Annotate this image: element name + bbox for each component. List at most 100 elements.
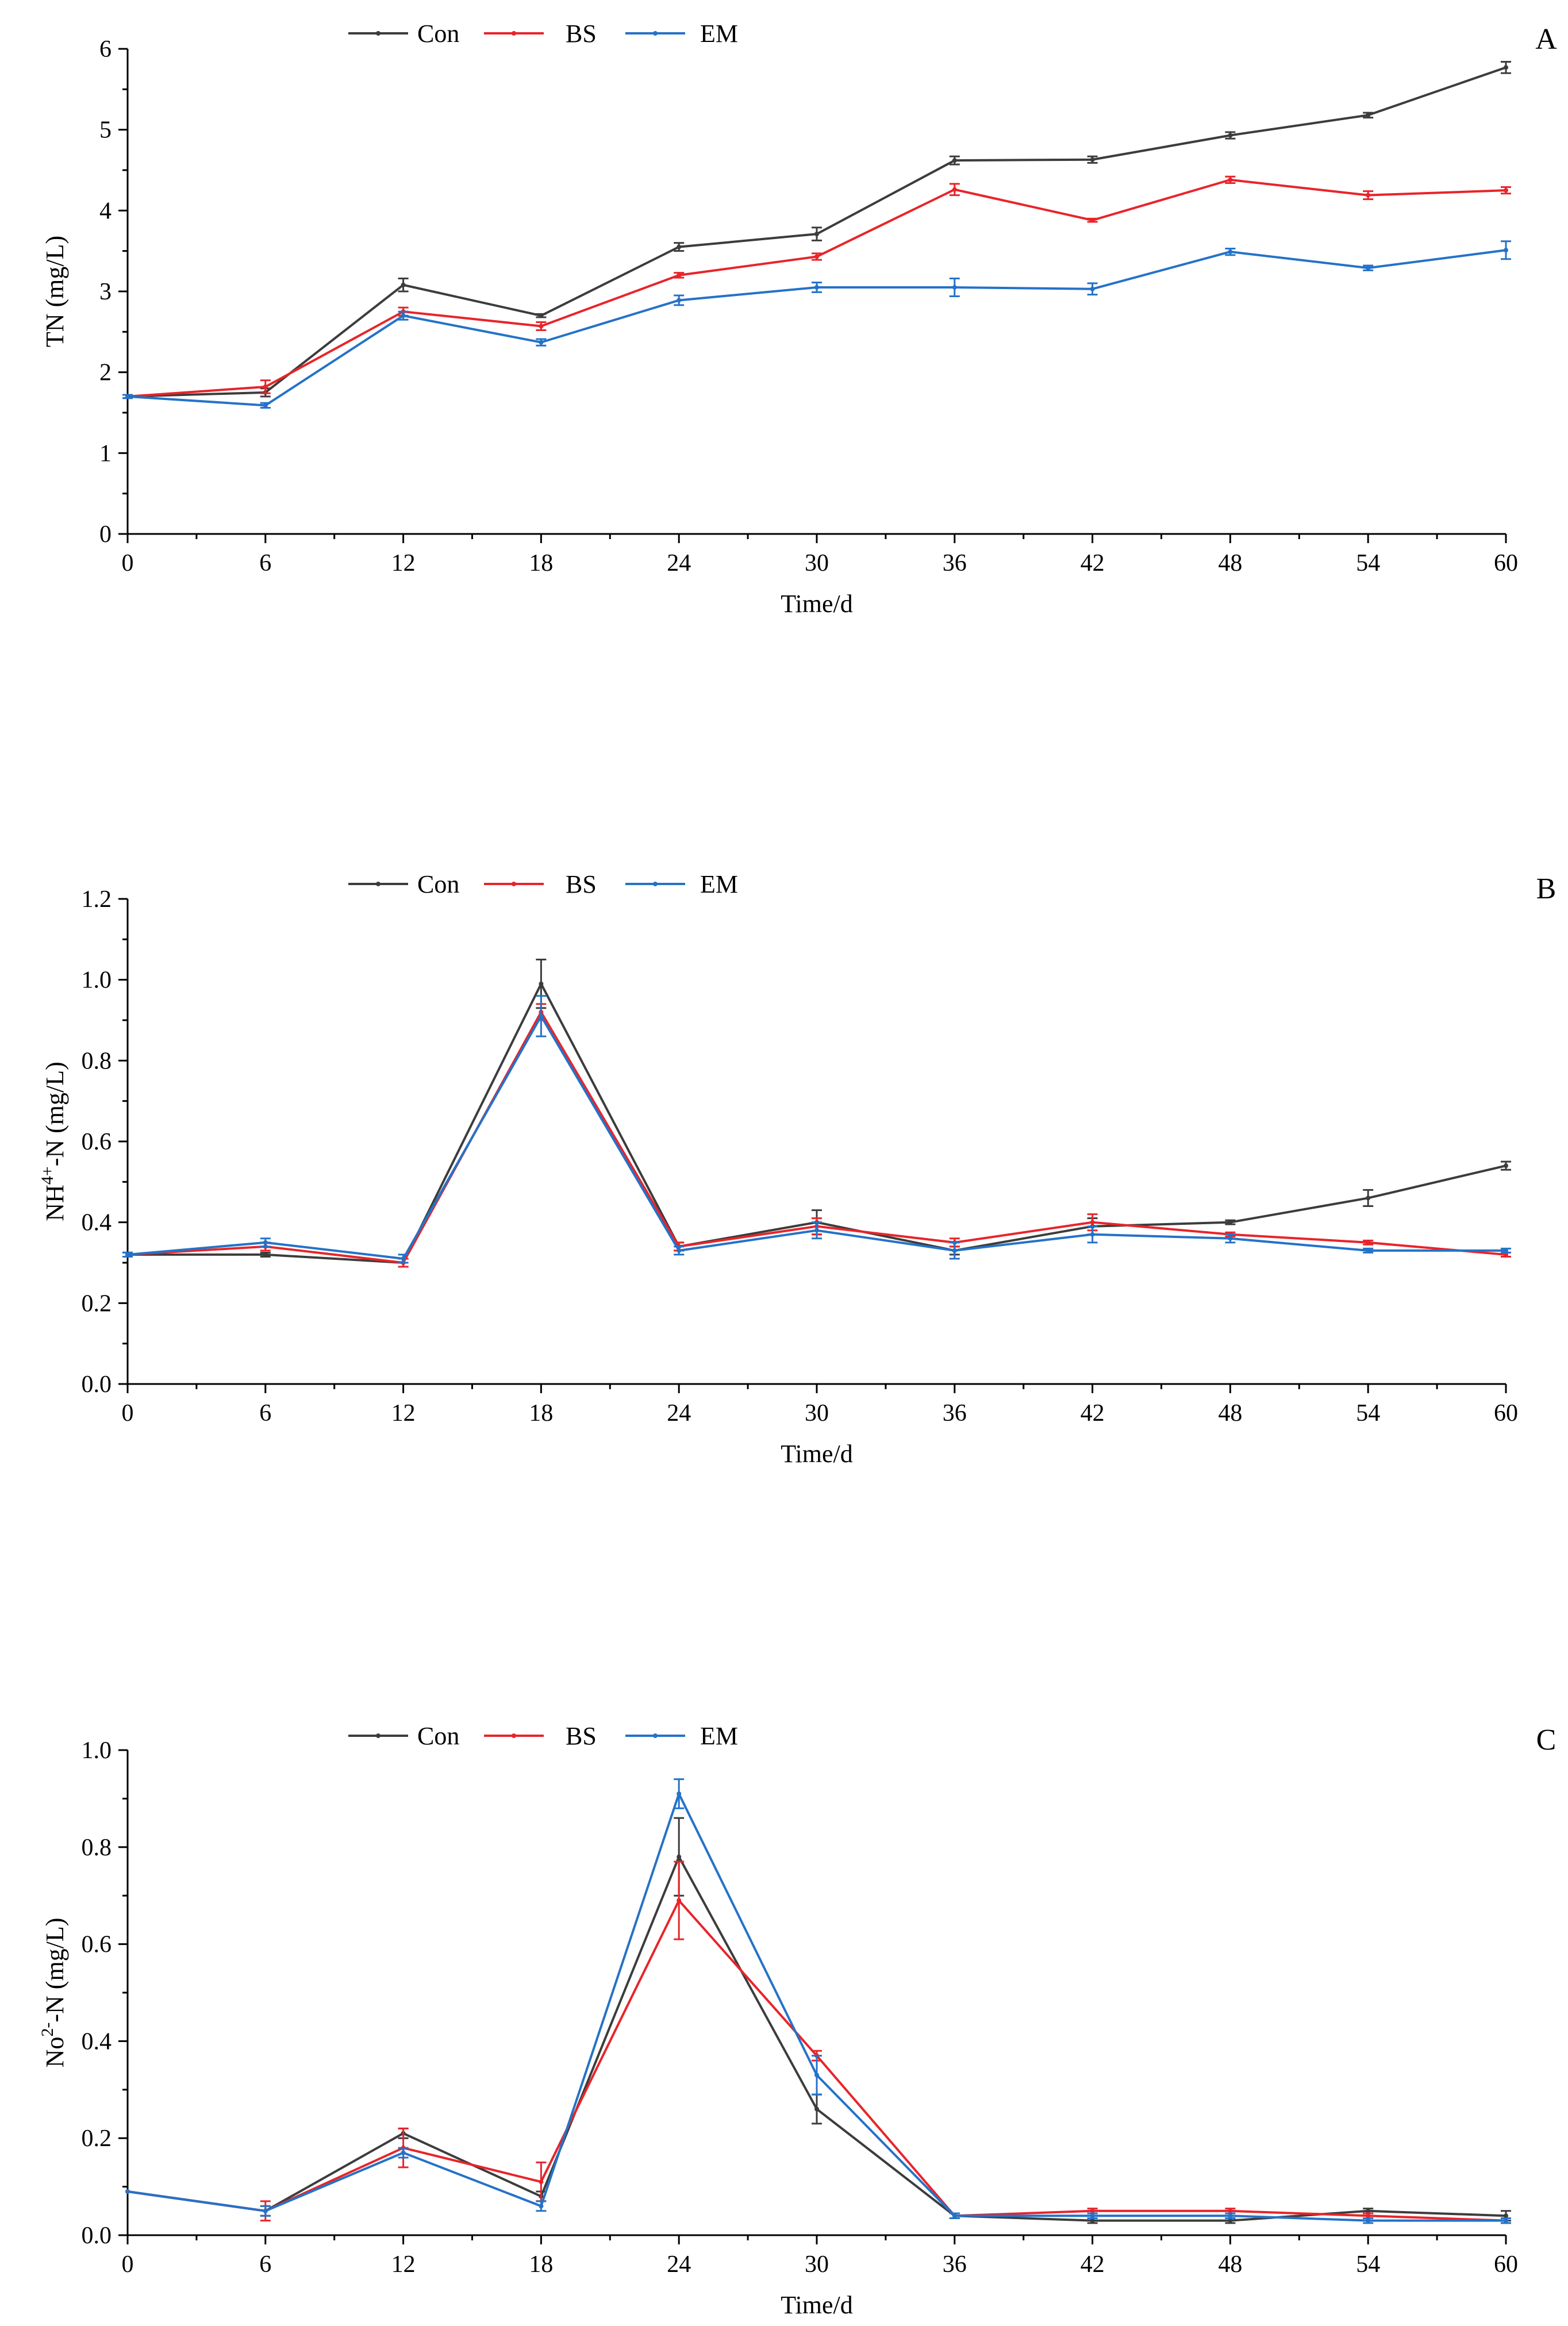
y-axis-title-suffix: -N (mg/L) xyxy=(41,1918,69,2023)
legend-marker xyxy=(376,31,381,36)
legend-label: BS xyxy=(566,20,597,48)
x-tick-label: 18 xyxy=(529,2251,553,2278)
series-bs xyxy=(125,1860,1511,2224)
data-point xyxy=(1504,1163,1508,1168)
y-axis-title-superscript: 2- xyxy=(38,2023,57,2037)
data-point xyxy=(539,981,544,986)
x-tick-label: 60 xyxy=(1494,1400,1518,1427)
data-point xyxy=(263,403,268,408)
y-tick-label: 0.0 xyxy=(82,1371,112,1398)
data-point xyxy=(539,324,544,329)
y-tick-label: 4 xyxy=(99,198,112,224)
legend-marker xyxy=(653,1733,658,1738)
legend-marker xyxy=(512,882,516,886)
x-tick-label: 42 xyxy=(1081,550,1105,576)
series-bs xyxy=(122,175,1511,399)
data-point xyxy=(1090,157,1095,162)
data-point xyxy=(814,284,819,290)
x-tick-label: 42 xyxy=(1081,2251,1105,2278)
series-em xyxy=(125,1778,1511,2224)
data-point xyxy=(677,1854,682,1859)
x-tick-label: 42 xyxy=(1081,1400,1105,1427)
y-tick-label: 0.8 xyxy=(82,1835,112,1861)
y-axis-title-superscript: 4+ xyxy=(38,1166,57,1185)
legend-marker xyxy=(512,1733,516,1738)
data-point xyxy=(1090,218,1095,223)
data-point xyxy=(677,272,682,278)
legend-item-con: Con xyxy=(348,20,459,48)
data-point xyxy=(814,1228,819,1233)
data-point xyxy=(677,1898,682,1903)
data-point xyxy=(539,2204,544,2209)
data-point xyxy=(1228,249,1233,255)
data-point xyxy=(1504,1252,1508,1257)
legend-item-con: Con xyxy=(348,1722,459,1750)
y-tick-label: 0.2 xyxy=(82,1290,112,1317)
data-point xyxy=(1504,2218,1508,2223)
data-point xyxy=(1090,286,1095,291)
x-tick-label: 36 xyxy=(943,550,967,576)
data-point xyxy=(1504,248,1508,253)
x-tick-label: 24 xyxy=(667,2251,691,2278)
data-point xyxy=(1366,1195,1371,1201)
legend-item-em: EM xyxy=(625,870,738,898)
y-tick-label: 2 xyxy=(99,360,112,386)
data-point xyxy=(1366,2208,1371,2213)
data-point xyxy=(1366,193,1371,198)
data-point xyxy=(952,158,957,163)
data-point xyxy=(1366,2213,1371,2219)
panel-letter: C xyxy=(1536,1724,1557,1756)
legend-label: Con xyxy=(417,870,459,898)
x-tick-label: 6 xyxy=(259,2251,271,2278)
data-point xyxy=(1090,1232,1095,1237)
y-axis-title-base: NH xyxy=(41,1185,69,1221)
x-tick-label: 48 xyxy=(1218,2251,1242,2278)
data-point xyxy=(401,282,406,287)
data-point xyxy=(263,1240,268,1245)
data-point xyxy=(125,1252,130,1257)
data-point xyxy=(539,2179,544,2185)
y-tick-label: 0.2 xyxy=(82,2125,112,2152)
data-point xyxy=(401,2150,406,2155)
legend-item-em: EM xyxy=(625,20,738,48)
series-line-em xyxy=(127,1790,1506,2222)
data-point xyxy=(1228,133,1233,138)
y-tick-label: 0.6 xyxy=(82,1932,112,1958)
legend-item-bs: BS xyxy=(484,870,597,898)
x-tick-label: 0 xyxy=(122,550,134,576)
data-point xyxy=(952,187,957,192)
x-tick-label: 30 xyxy=(805,1400,829,1427)
data-point xyxy=(263,384,268,389)
y-axis-title: TN (mg/L) xyxy=(41,236,69,347)
series-em xyxy=(122,995,1511,1264)
x-tick-label: 36 xyxy=(943,1400,967,1427)
chart-panel-b: 0 6 12 18 24 30 36 42 48 54 60 0.0 0.2 0.4 0.6 0.8 1.0 1.… xyxy=(38,870,1556,1468)
data-point xyxy=(1090,2213,1095,2219)
x-tick-label: 48 xyxy=(1218,1400,1242,1427)
chart-panel-c: 0 6 12 18 24 30 36 42 48 54 60 0.0 0.2 0.4 0.6 0.8 1.0 Ti… xyxy=(38,1722,1556,2319)
legend-label: Con xyxy=(417,20,459,48)
x-tick-label: 60 xyxy=(1494,550,1518,576)
x-tick-label: 18 xyxy=(529,1400,553,1427)
legend-item-bs: BS xyxy=(484,20,597,48)
legend-label: Con xyxy=(417,1722,459,1750)
series-line-em xyxy=(127,249,1506,407)
series-con xyxy=(125,1817,1511,2224)
data-point xyxy=(401,313,406,318)
data-point xyxy=(1228,177,1233,182)
x-tick-label: 6 xyxy=(259,550,271,576)
data-point xyxy=(1366,1248,1371,1253)
x-tick-label: 54 xyxy=(1356,1400,1380,1427)
data-point xyxy=(539,313,544,318)
y-axis-title-suffix: -N (mg/L) xyxy=(41,1062,69,1166)
data-point xyxy=(263,1252,268,1257)
legend-label: BS xyxy=(566,1722,597,1750)
x-tick-label: 0 xyxy=(122,2251,134,2278)
data-point xyxy=(1366,1240,1371,1245)
data-point xyxy=(263,2208,268,2213)
x-axis-title: Time/d xyxy=(781,1440,853,1468)
x-axis-title: Time/d xyxy=(781,2291,853,2319)
data-point xyxy=(1228,2218,1233,2223)
